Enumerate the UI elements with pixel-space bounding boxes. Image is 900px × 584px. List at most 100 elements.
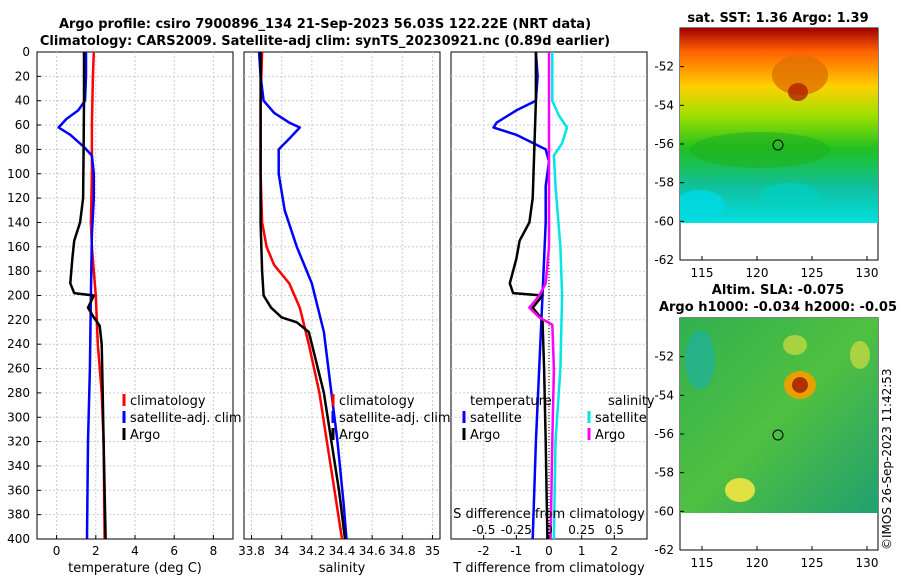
sst-warm-core <box>788 83 808 101</box>
map-x-tick-label: 125 <box>801 266 824 280</box>
y-tick-label: 240 <box>7 337 30 351</box>
sst-cyan-patch <box>760 183 820 207</box>
series-line-t-argo <box>508 52 549 540</box>
sla-yellow-patch <box>783 335 807 355</box>
temperature-xlabel: temperature (deg C) <box>68 561 202 576</box>
map-y-tick-label: -54 <box>654 388 674 402</box>
argo-position-marker <box>772 429 784 441</box>
legend-argo-label: Argo <box>339 428 369 443</box>
x-tick-label: -2 <box>478 544 490 558</box>
series-line-s-satellite <box>551 52 569 540</box>
series-line-argo <box>259 52 347 540</box>
x-tick-label: 2 <box>611 544 619 558</box>
map-x-tick-label: 115 <box>691 556 714 570</box>
temperature-panel: 0204060801001201401601802002202402602803… <box>7 45 242 576</box>
temperature-x-ticks: 0 2 4 6 8 <box>53 535 217 558</box>
y-tick-label: 100 <box>7 167 30 181</box>
map-y-tick-label: -62 <box>654 253 674 267</box>
top-tick-label: -0.25 <box>501 523 532 537</box>
map-x-tick-label: 130 <box>856 556 879 570</box>
map-y-tick-label: -52 <box>654 60 674 74</box>
sst-cyan-patch <box>680 190 725 220</box>
series-line-argo <box>69 52 107 540</box>
figure-title-line2: Climatology: CARS2009. Satellite-adj cli… <box>40 34 610 49</box>
legend-temperature-title: temperature <box>470 394 552 409</box>
y-tick-label: 140 <box>7 215 30 229</box>
y-tick-label: 120 <box>7 191 30 205</box>
map-x-tick-label: 115 <box>691 266 714 280</box>
map-x-tick-label: 125 <box>801 556 824 570</box>
temperature-y-ticks: 0 20 40 60 80 100 120 140 160 180 200 220 240 260 280 3… <box>7 45 41 546</box>
y-tick-label: 300 <box>7 410 30 424</box>
sla-map-title-line2: Argo h1000: -0.034 h2000: -0.05 <box>659 300 897 315</box>
sla-map-title-line1: Altim. SLA: -0.075 <box>712 283 844 298</box>
sla-high-core <box>792 377 808 393</box>
y-tick-label: 320 <box>7 435 30 449</box>
map-y-tick-label: -54 <box>654 98 674 112</box>
y-tick-label: 160 <box>7 240 30 254</box>
y-tick-label: 220 <box>7 313 30 327</box>
y-tick-label: 280 <box>7 386 30 400</box>
sla-map-panel: Altim. SLA: -0.075 Argo h1000: -0.034 h2… <box>654 283 897 570</box>
difference-panel: -2 -1 0 1 2 T difference from climatology S … <box>450 51 655 576</box>
x-tick-label: -1 <box>510 544 522 558</box>
map-y-tick-label: -58 <box>654 176 674 190</box>
salinity-xlabel: salinity <box>319 561 366 576</box>
x-tick-label: 33.8 <box>238 544 265 558</box>
map-y-tick-label: -52 <box>654 350 674 364</box>
legend-climatology-label: climatology <box>130 394 206 409</box>
sst-warm-patch <box>772 55 828 95</box>
difference-series <box>492 51 569 540</box>
x-tick-label: 34.4 <box>329 544 356 558</box>
map-y-tick-label: -58 <box>654 466 674 480</box>
temperature-legend: climatology satellite-adj. clim Argo <box>122 394 242 443</box>
salinity-legend: climatology satellite-adj. clim Argo <box>331 394 451 443</box>
top-tick-label: -0.5 <box>472 523 495 537</box>
legend-argo-label: Argo <box>130 428 160 443</box>
sst-map-title: sat. SST: 1.36 Argo: 1.39 <box>687 11 868 26</box>
sla-x-ticks: 115 120 125 130 <box>691 546 879 570</box>
x-tick-label: 2 <box>92 544 100 558</box>
map-x-tick-label: 120 <box>746 266 769 280</box>
legend-s-argo-label: Argo <box>595 428 625 443</box>
salinity-grid <box>244 52 440 539</box>
y-tick-label: 200 <box>7 289 30 303</box>
temperature-series <box>57 51 107 540</box>
sla-cyan-patch <box>685 330 715 390</box>
y-tick-label: 80 <box>15 142 30 156</box>
difference-xlabel-top: S difference from climatology <box>453 507 645 522</box>
salinity-x-ticks: 33.8 34 34.2 34.4 34.6 34.8 35 <box>238 535 440 558</box>
legend-satellite-label: satellite-adj. clim <box>339 411 451 426</box>
figure-title-line1: Argo profile: csiro 7900896_134 21-Sep-2… <box>59 17 591 32</box>
x-tick-label: 6 <box>170 544 178 558</box>
x-tick-label: 34.6 <box>359 544 386 558</box>
x-tick-label: 1 <box>578 544 586 558</box>
y-tick-label: 380 <box>7 508 30 522</box>
x-tick-label: 4 <box>131 544 139 558</box>
y-tick-label: 20 <box>15 69 30 83</box>
x-tick-label: 34.2 <box>298 544 325 558</box>
temperature-grid <box>37 52 233 539</box>
sla-map-field <box>680 318 878 513</box>
imos-watermark: ©IMOS 26-Sep-2023 11:42:53 <box>880 368 894 550</box>
x-tick-label: 0 <box>545 544 553 558</box>
top-tick-label: 0 <box>545 523 553 537</box>
legend-t-satellite-label: satellite <box>470 411 522 426</box>
argo-position-marker <box>772 139 784 151</box>
sst-green-band <box>690 132 830 168</box>
x-tick-label: 34 <box>274 544 289 558</box>
top-tick-label: 0.25 <box>568 523 595 537</box>
difference-legend: temperature salinity satellite Argo sate… <box>462 394 655 443</box>
x-tick-label: 35 <box>425 544 440 558</box>
map-y-tick-label: -56 <box>654 137 674 151</box>
y-tick-label: 60 <box>15 118 30 132</box>
series-line-satellite-adj-clim <box>57 52 96 540</box>
map-x-tick-label: 120 <box>746 556 769 570</box>
y-tick-label: 340 <box>7 459 30 473</box>
map-y-tick-label: -62 <box>654 543 674 557</box>
y-tick-label: 40 <box>15 94 30 108</box>
y-tick-label: 360 <box>7 483 30 497</box>
map-x-tick-label: 130 <box>856 266 879 280</box>
legend-salinity-title: salinity <box>608 394 655 409</box>
y-tick-label: 260 <box>7 362 30 376</box>
